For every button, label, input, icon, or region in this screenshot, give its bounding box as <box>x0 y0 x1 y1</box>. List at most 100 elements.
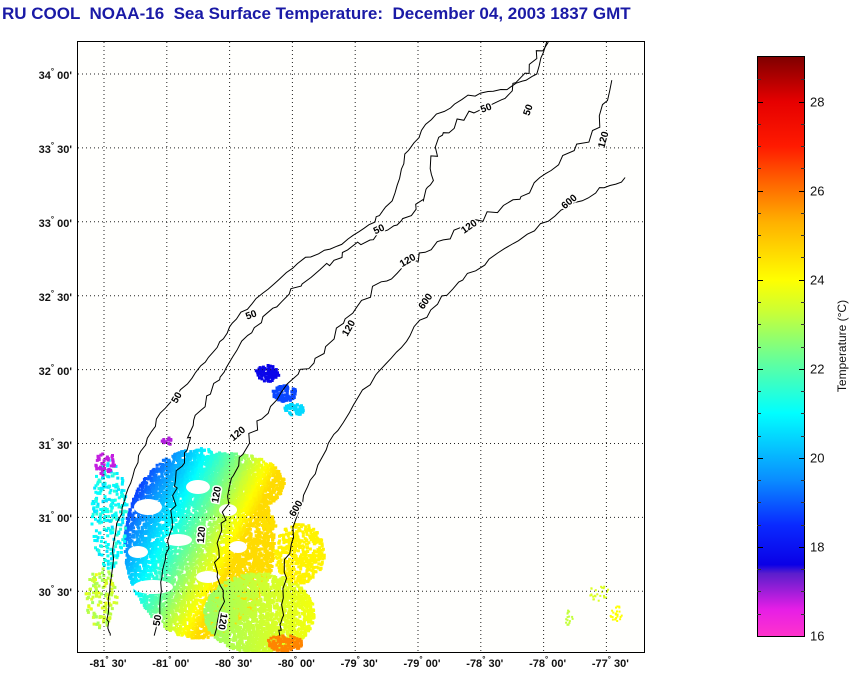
sst-pixel <box>128 554 132 558</box>
sst-pixel <box>136 540 140 544</box>
sst-pixel <box>138 565 141 569</box>
sst-pixel <box>189 454 193 458</box>
sst-pixel <box>167 578 171 582</box>
sst-pixel <box>137 559 141 563</box>
sst-pixel <box>221 523 225 526</box>
sst-pixel <box>208 521 212 525</box>
sst-pixel <box>251 570 255 574</box>
sst-pixel <box>164 600 168 604</box>
sst-pixel <box>170 466 174 470</box>
sst-pixel <box>211 531 215 535</box>
sst-pixel <box>196 616 200 620</box>
sst-pixel <box>220 568 224 572</box>
sst-pixel <box>183 604 187 608</box>
sst-pixel <box>174 550 178 554</box>
sst-pixel <box>212 544 216 548</box>
sst-pixel <box>132 497 135 501</box>
sst-pixel <box>254 534 258 538</box>
sst-pixel <box>174 508 178 512</box>
sst-pixel <box>178 526 182 530</box>
sst-pixel <box>151 520 155 524</box>
sst-pixel <box>221 574 225 578</box>
sst-pixel <box>184 613 188 617</box>
sst-pixel <box>177 555 180 559</box>
sst-pixel <box>129 577 133 580</box>
sst-pixel <box>180 606 184 610</box>
sst-pixel <box>179 551 183 555</box>
sst-pixel <box>134 576 137 579</box>
sst-pixel <box>135 517 139 521</box>
sst-pixel <box>165 462 169 466</box>
sst-pixel <box>192 525 196 529</box>
sst-pixel <box>210 620 214 624</box>
sst-pixel <box>192 615 196 619</box>
sst-pixel <box>225 549 229 553</box>
sst-pixel <box>216 604 220 608</box>
sst-pixel <box>233 512 237 516</box>
sst-pixel <box>214 526 218 529</box>
sst-pixel <box>212 527 216 531</box>
sst-pixel <box>157 602 161 606</box>
sst-pixel <box>182 507 186 511</box>
sst-pixel <box>148 518 152 522</box>
sst-pixel <box>152 496 156 500</box>
sst-pixel <box>205 590 209 594</box>
sst-pixel <box>224 553 228 557</box>
sst-pixel <box>187 562 191 566</box>
sst-pixel <box>193 636 197 640</box>
sst-pixel <box>193 562 197 566</box>
sst-pixel <box>148 569 152 573</box>
sst-pixel <box>253 569 257 573</box>
sst-pixel <box>160 595 164 599</box>
sst-pixel <box>186 514 190 518</box>
sst-pixel <box>182 618 186 622</box>
sst-pixel <box>218 557 222 561</box>
sst-pixel <box>197 525 201 529</box>
sst-pixel <box>132 511 136 515</box>
sst-pixel <box>185 570 189 574</box>
sst-pixel <box>194 537 198 541</box>
sst-pixel <box>194 510 198 514</box>
sst-pixel <box>271 538 275 542</box>
sst-pixel <box>174 498 178 502</box>
sst-pixel <box>154 515 158 519</box>
sst-pixel <box>160 471 164 475</box>
sst-pixel <box>262 556 266 560</box>
sst-pixel <box>181 502 185 505</box>
sst-pixel <box>173 463 177 467</box>
sst-pixel <box>202 558 205 562</box>
sst-pixel <box>242 519 246 523</box>
sst-pixel <box>215 537 219 541</box>
sst-pixel <box>207 523 211 527</box>
sst-pixel <box>150 573 153 577</box>
sst-pixel <box>172 627 176 631</box>
sst-pixel <box>199 447 203 451</box>
sst-pixel <box>260 570 264 574</box>
sst-pixel <box>148 566 152 570</box>
sst-pixel <box>173 596 177 600</box>
sst-pixel <box>144 558 148 562</box>
sst-pixel <box>190 563 194 567</box>
sst-pixel <box>164 494 168 498</box>
sst-pixel <box>211 539 215 543</box>
sst-pixel <box>245 532 249 536</box>
sst-pixel <box>196 609 200 613</box>
sst-pixel <box>148 534 152 538</box>
sst-pixel <box>163 608 166 612</box>
sst-pixel <box>253 558 257 561</box>
sst-pixel <box>165 545 169 549</box>
sst-pixel <box>157 533 161 537</box>
sst-pixel <box>178 556 182 560</box>
sst-pixel <box>174 526 178 530</box>
sst-pixel <box>176 499 180 503</box>
sst-pixel <box>163 477 167 481</box>
sst-pixel <box>213 488 217 492</box>
sst-pixel <box>145 554 149 558</box>
sst-pixel <box>233 468 237 472</box>
sst-pixel <box>217 565 221 569</box>
sst-pixel <box>154 494 158 498</box>
sst-pixel <box>135 489 139 493</box>
sst-pixel <box>173 622 177 625</box>
sst-pixel <box>183 449 187 453</box>
sst-pixel <box>134 571 138 575</box>
